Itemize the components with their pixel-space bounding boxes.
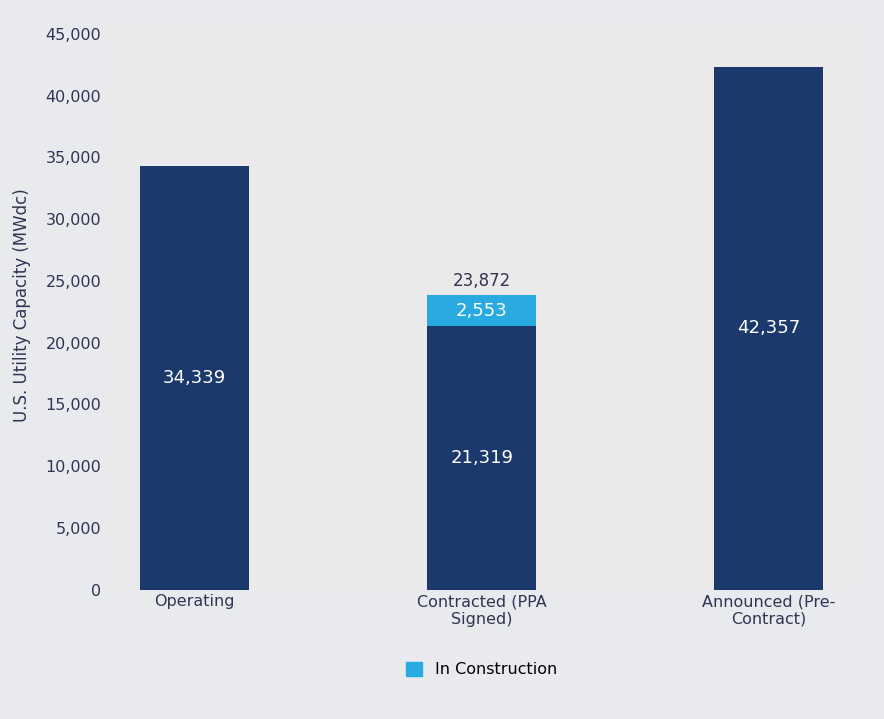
Bar [427,326,537,590]
Text: 2,553: 2,553 [456,301,507,319]
Bar [141,165,249,590]
Text: 34,339: 34,339 [164,369,226,387]
Bar [714,67,823,590]
Text: 23,872: 23,872 [453,273,511,290]
Legend: In Construction: In Construction [400,656,564,684]
Y-axis label: U.S. Utility Capacity (MWdc): U.S. Utility Capacity (MWdc) [13,188,32,423]
Text: 42,357: 42,357 [737,319,800,337]
Text: 21,319: 21,319 [450,449,514,467]
Bar [427,295,537,326]
